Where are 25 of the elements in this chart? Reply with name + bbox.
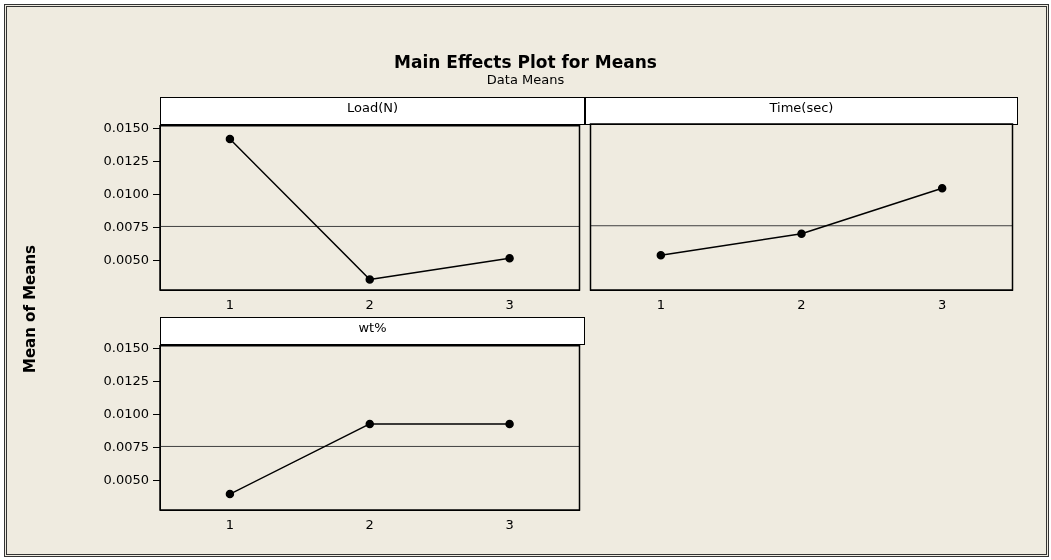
x-tick-label: 2: [797, 297, 806, 313]
y-axis-title: Mean of Means: [21, 244, 39, 375]
x-tick-label: 1: [225, 297, 235, 313]
chart-title: Load(N): [160, 97, 585, 125]
y-tick-label: 0.0100: [103, 406, 149, 422]
y-tick-label: 0.0075: [103, 219, 149, 235]
x-tick-label: 1: [656, 297, 665, 313]
y-tick-label: 0.0075: [103, 439, 149, 455]
y-tick-label: 0.0150: [103, 119, 149, 135]
x-tick-label: 2: [365, 297, 374, 313]
y-tick-label: 0.0125: [103, 372, 149, 388]
chart-title: wt%: [160, 317, 585, 345]
x-tick-label: 3: [505, 297, 514, 313]
x-tick-label: 3: [505, 517, 514, 533]
y-tick-label: 0.0150: [103, 339, 149, 355]
y-tick-label: 0.0100: [103, 186, 149, 202]
x-tick-label: 1: [225, 517, 235, 533]
y-tick-label: 0.0050: [103, 252, 149, 268]
text: Data Means: [485, 72, 566, 88]
x-tick-label: 2: [365, 517, 374, 533]
y-tick-label: 0.0125: [103, 152, 149, 168]
x-tick-label: 3: [938, 297, 947, 313]
y-tick-label: 0.0050: [103, 472, 149, 488]
chart-title: Time(sec): [585, 97, 1018, 125]
text: Main Effects Plot for Means: [393, 52, 658, 72]
